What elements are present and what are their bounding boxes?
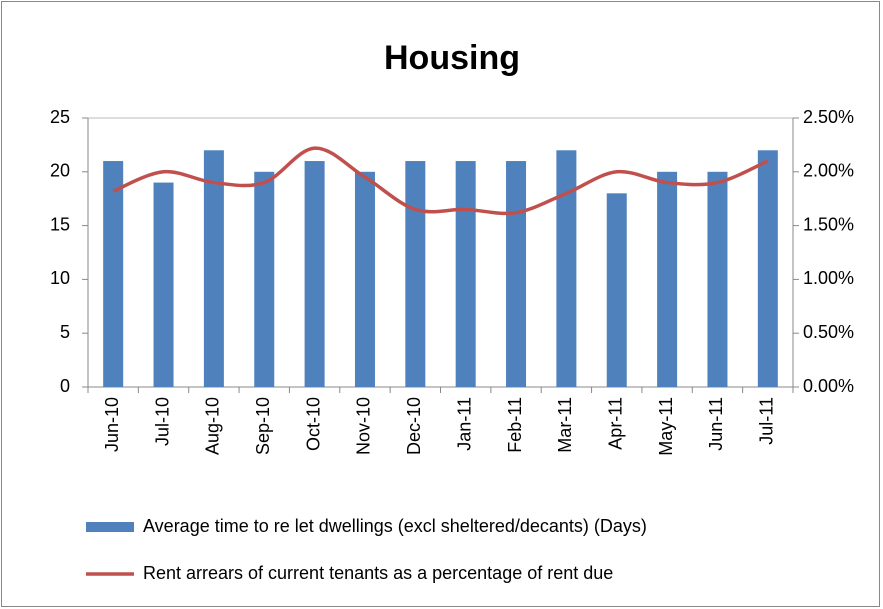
y-tick-label: 10 [50,268,70,288]
line [112,146,769,216]
y2-tick-label: 2.00% [803,161,854,181]
legend-label: Average time to re let dwellings (excl s… [143,516,647,536]
bar [254,171,275,387]
y2-tick-label: 1.50% [803,214,854,234]
bar [707,171,728,387]
x-tick-label: Jan-11 [454,397,474,451]
bar [455,161,476,387]
x-tick-label: Nov-10 [354,397,374,455]
y2-tick-label: 0.00% [803,376,854,396]
chart-title: Housing [384,39,520,77]
x-tick-label: Oct-10 [303,397,323,451]
x-tick-label: Jul-11 [757,397,777,445]
x-tick-label: Jun-10 [102,397,122,452]
x-tick-label: Apr-11 [606,397,626,450]
x-tick-label: Mar-11 [555,397,575,453]
y-tick-label: 15 [50,214,70,234]
bar [354,171,375,387]
x-tick-label: Jun-11 [706,397,726,451]
y2-tick-label: 1.00% [803,268,854,288]
x-tick-label: Dec-10 [404,397,424,455]
y-tick-label: 5 [60,322,70,342]
legend-swatch [86,522,134,532]
bar [203,150,224,387]
bar [556,150,577,387]
x-tick-label: Sep-10 [253,397,273,455]
bar [405,161,426,387]
legend-label: Rent arrears of current tenants as a per… [143,563,613,583]
bar [657,171,678,387]
bar [757,150,778,387]
y2-tick-label: 0.50% [803,322,854,342]
bar [153,182,174,387]
x-tick-label: May-11 [656,397,676,456]
bar [606,193,627,387]
bar [506,161,527,387]
y-tick-label: 25 [50,107,70,127]
bar [304,161,325,387]
x-tick-label: Feb-11 [505,397,525,453]
y-tick-label: 0 [60,376,70,396]
x-tick-label: Aug-10 [203,397,223,455]
y2-tick-label: 2.50% [803,107,854,127]
bar [103,161,124,387]
x-tick-label: Jul-10 [152,397,172,446]
y-tick-label: 20 [50,161,70,181]
